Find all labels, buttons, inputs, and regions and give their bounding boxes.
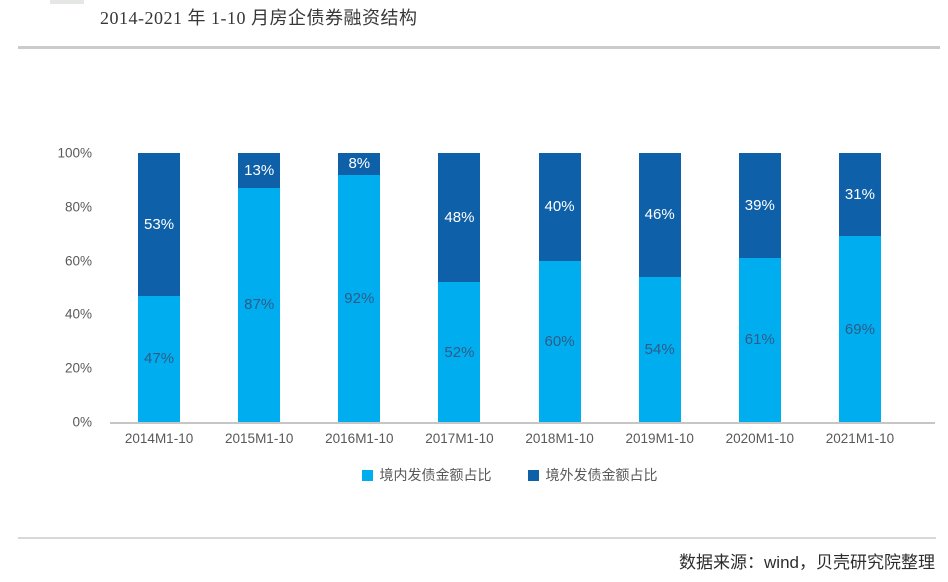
x-axis-category-label: 2020M1-10 [725, 431, 794, 446]
overseas-value-label: 8% [348, 155, 371, 173]
bar-slot: 31% 69% [810, 153, 910, 422]
bar-slot: 8% 92% [309, 153, 409, 422]
domestic-segment: 69% [838, 236, 881, 422]
y-axis-tick-label: 100% [57, 145, 92, 161]
overseas-segment: 13% [238, 153, 281, 188]
domestic-segment: 61% [738, 257, 781, 422]
legend-series-label: 境外发债金额占比 [545, 467, 658, 483]
x-axis-labels: 2014M1-10 2015M1-10 2016M1-10 2017M1-10 2018… [109, 431, 910, 446]
footer-divider [18, 537, 936, 539]
data-source-text: 数据来源：wind，贝壳研究院整理 [679, 553, 935, 572]
overseas-value-label: 46% [644, 206, 675, 224]
stacked-bar: 46% 54% [638, 153, 681, 422]
domestic-value-label: 92% [344, 289, 375, 307]
legend-series-label: 境内发债金额占比 [379, 467, 492, 483]
y-axis: 0% 20% 40% 60% 80% 100% [35, 146, 95, 430]
stacked-bar: 31% 69% [838, 153, 881, 422]
bar-slot: 39% 61% [710, 153, 810, 422]
legend-swatch-icon [361, 469, 373, 481]
overseas-segment: 46% [638, 153, 681, 277]
overseas-value-label: 13% [244, 161, 275, 179]
legend: 境内发债金额占比 境外发债金额占比 [109, 465, 910, 485]
stacked-bar: 13% 87% [238, 153, 281, 422]
stacked-bar: 39% 61% [738, 153, 781, 422]
domestic-segment: 54% [638, 276, 681, 422]
x-axis-category-label: 2018M1-10 [525, 431, 594, 446]
bar-slot: 13% 87% [209, 153, 309, 422]
domestic-value-label: 52% [444, 343, 475, 361]
cropped-edge-artifact [50, 0, 84, 4]
domestic-value-label: 60% [544, 332, 575, 350]
stacked-bar: 40% 60% [538, 153, 581, 422]
legend-item: 境内发债金额占比 [361, 465, 492, 485]
domestic-value-label: 69% [844, 320, 875, 338]
domestic-segment: 52% [438, 282, 481, 422]
y-axis-tick-label: 0% [72, 414, 92, 430]
overseas-value-label: 48% [444, 209, 475, 227]
chart-title: 2014-2021 年 1-10 月房企债券融资结构 [100, 8, 418, 28]
overseas-segment: 31% [838, 153, 881, 237]
plot-area: 53% 47% 13% 87% 8% 92% 48% 52% 40% 60% 46% 54% 39% 61… [109, 153, 910, 422]
bar-slot: 48% 52% [409, 153, 509, 422]
x-axis-category-label: 2017M1-10 [425, 431, 494, 446]
overseas-value-label: 39% [744, 196, 775, 214]
overseas-segment: 40% [538, 153, 581, 261]
overseas-segment: 53% [138, 153, 181, 296]
overseas-value-label: 40% [544, 198, 575, 216]
overseas-segment: 39% [738, 153, 781, 258]
y-axis-tick-label: 60% [64, 253, 92, 269]
x-axis-category-label: 2015M1-10 [225, 431, 294, 446]
stacked-bar: 48% 52% [438, 153, 481, 422]
overseas-segment: 8% [338, 153, 381, 175]
domestic-segment: 60% [538, 260, 581, 422]
legend-item: 境外发债金额占比 [527, 465, 658, 485]
domestic-segment: 87% [238, 187, 281, 422]
x-axis-category-label: 2021M1-10 [825, 431, 895, 446]
overseas-value-label: 53% [144, 215, 175, 233]
bar-slot: 53% 47% [109, 153, 209, 422]
stacked-bar: 8% 92% [338, 153, 381, 422]
domestic-value-label: 61% [744, 331, 775, 349]
domestic-segment: 47% [138, 295, 181, 422]
title-divider [18, 46, 940, 49]
bar-slot: 46% 54% [610, 153, 710, 422]
bar-slot: 40% 60% [510, 153, 610, 422]
domestic-segment: 92% [338, 174, 381, 422]
bars-row: 53% 47% 13% 87% 8% 92% 48% 52% 40% 60% 46% 54% 39% 61… [109, 153, 910, 422]
x-axis-category-label: 2014M1-10 [124, 431, 194, 446]
domestic-value-label: 54% [644, 340, 675, 358]
y-axis-tick-label: 80% [64, 199, 92, 215]
overseas-segment: 48% [438, 153, 481, 283]
overseas-value-label: 31% [844, 186, 875, 204]
stacked-bar: 53% 47% [138, 153, 181, 422]
domestic-value-label: 47% [144, 350, 175, 368]
y-axis-tick-label: 40% [64, 306, 92, 322]
x-axis-category-label: 2016M1-10 [325, 431, 394, 446]
legend-swatch-icon [527, 469, 539, 481]
x-axis-line [110, 422, 935, 424]
x-axis-category-label: 2019M1-10 [625, 431, 694, 446]
domestic-value-label: 87% [244, 296, 275, 314]
y-axis-tick-label: 20% [64, 360, 92, 376]
